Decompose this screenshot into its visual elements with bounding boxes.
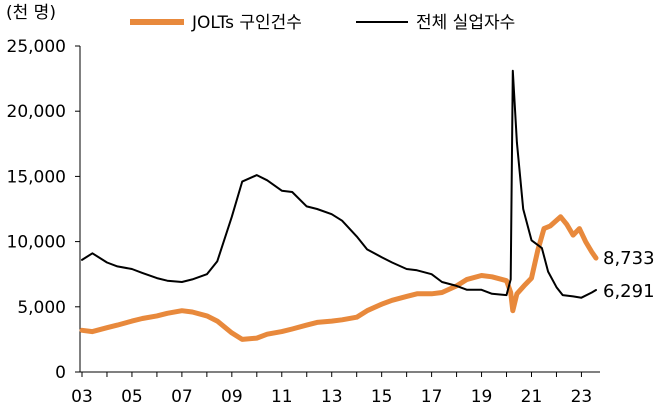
- x-tick-label: 13: [321, 387, 343, 407]
- y-tick-label: 10,000: [7, 233, 66, 253]
- x-tick-label: 23: [571, 387, 593, 407]
- x-tick-label: 15: [371, 387, 393, 407]
- x-tick-label: 19: [471, 387, 493, 407]
- x-tick-label: 21: [521, 387, 543, 407]
- jolts-openings-line: [79, 214, 599, 342]
- end-label-unemployed: 6,291: [603, 281, 655, 302]
- legend-label-jolts: JOLTs 구인건수: [191, 13, 302, 33]
- legend: JOLTs 구인건수 전체 실업자수: [130, 13, 515, 33]
- x-axis-ticks: 03 05 07 09 11 13 15 17 19 21 23: [71, 372, 592, 407]
- y-tick-label: 20,000: [7, 102, 66, 122]
- y-tick-label: 15,000: [7, 167, 66, 187]
- x-tick-label: 07: [171, 387, 193, 407]
- x-tick-label: 05: [121, 387, 143, 407]
- x-tick-label: 17: [421, 387, 443, 407]
- y-tick-label: 5,000: [17, 298, 66, 318]
- series-lines: [79, 69, 599, 342]
- x-tick-label: 09: [221, 387, 243, 407]
- x-tick-label: 03: [71, 387, 93, 407]
- y-axis-ticks: 0 5,000 10,000 15,000 20,000 25,000: [7, 37, 80, 383]
- end-label-jolts: 8,733: [603, 248, 655, 269]
- y-tick-label: 0: [55, 363, 66, 383]
- y-tick-label: 25,000: [7, 37, 66, 57]
- unit-label: (천 명): [6, 3, 56, 23]
- x-tick-label: 11: [271, 387, 293, 407]
- legend-label-unemployed: 전체 실업자수: [416, 13, 515, 33]
- unemployed-total-line: [81, 69, 597, 299]
